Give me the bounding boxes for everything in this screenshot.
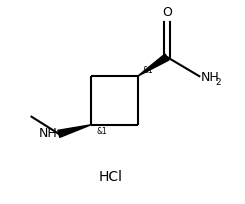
Text: NH: NH (39, 127, 58, 140)
Polygon shape (138, 55, 169, 77)
Text: NH: NH (200, 70, 219, 83)
Text: &1: &1 (143, 66, 153, 75)
Text: O: O (162, 6, 172, 19)
Text: 2: 2 (215, 77, 221, 86)
Polygon shape (58, 125, 91, 138)
Text: &1: &1 (96, 126, 107, 135)
Text: HCl: HCl (98, 170, 122, 183)
